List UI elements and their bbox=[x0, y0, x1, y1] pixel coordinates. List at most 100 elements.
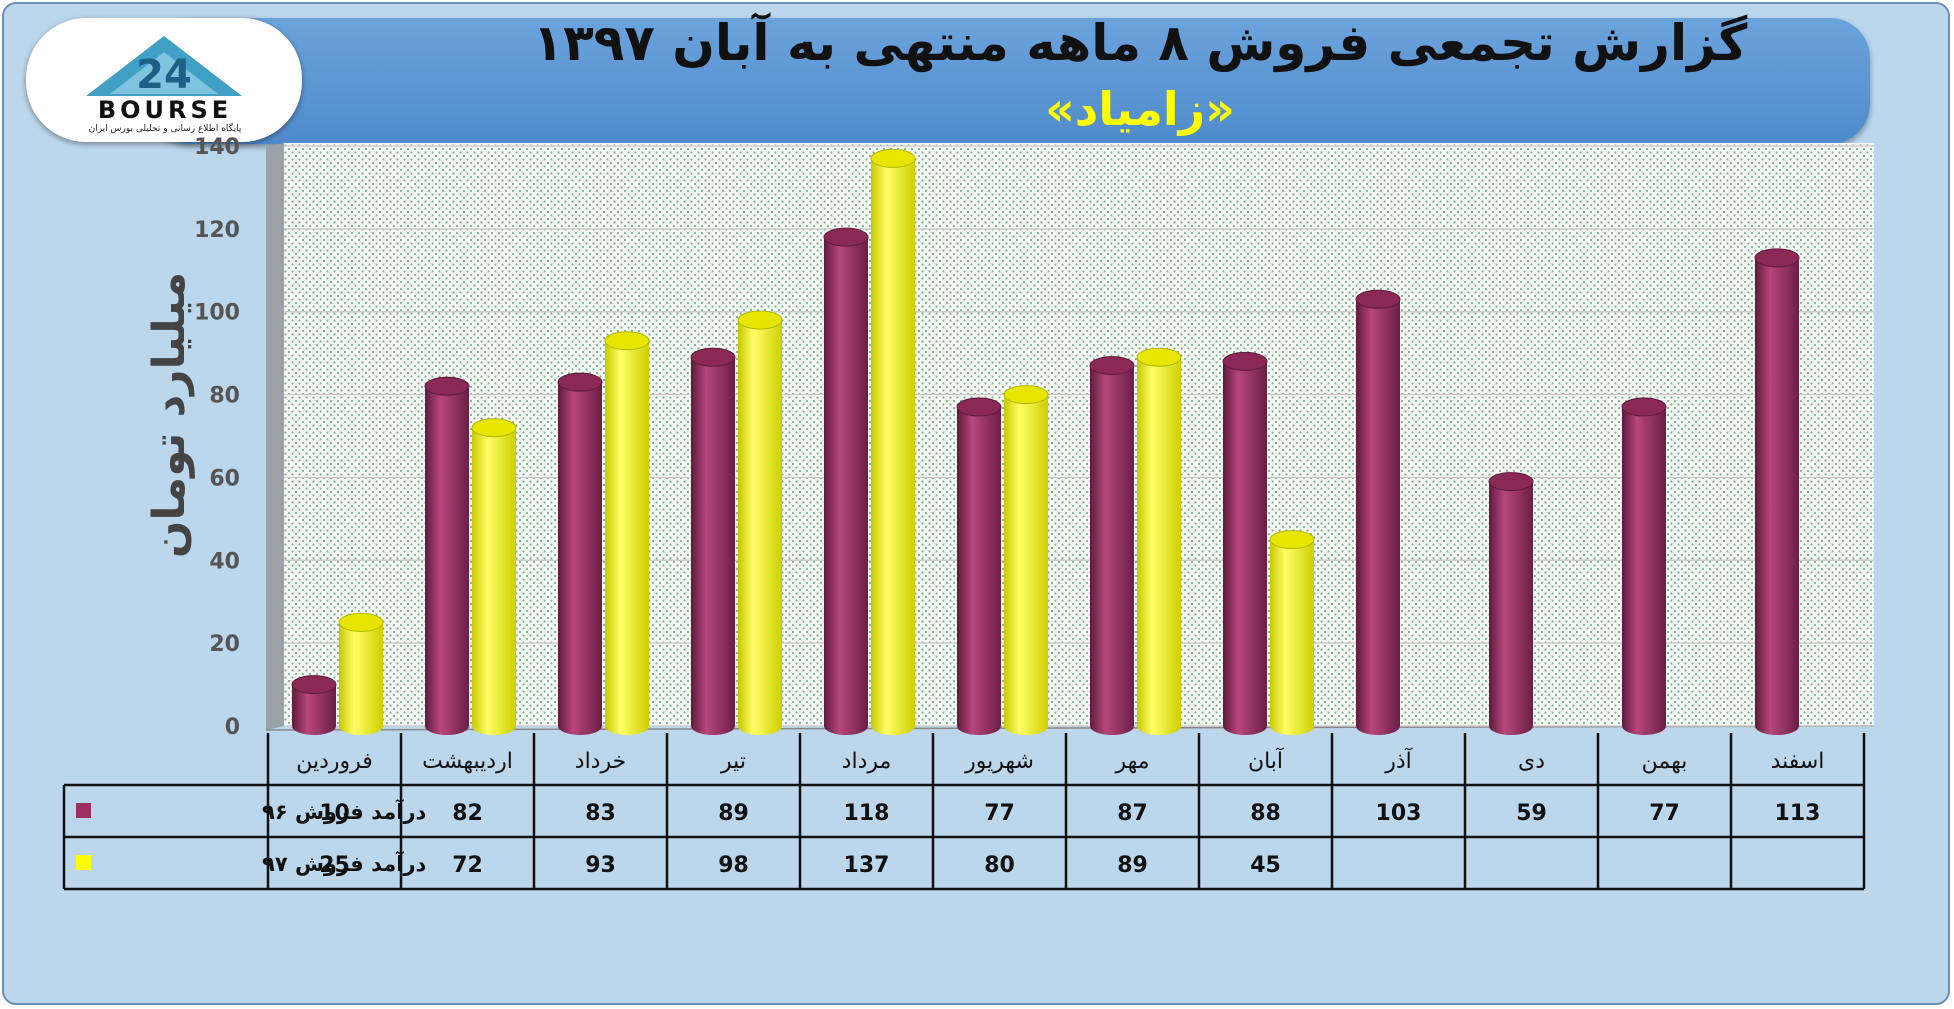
bar-top bbox=[870, 148, 916, 168]
y-axis-ticks: 0 20 40 60 80 100 120 140 bbox=[194, 135, 240, 740]
data-label: 88 bbox=[1250, 801, 1281, 826]
bar-base bbox=[738, 717, 782, 735]
bar-base bbox=[425, 717, 469, 735]
y-tick-label: 80 bbox=[209, 384, 240, 409]
bar-top bbox=[1136, 347, 1182, 367]
bar-top bbox=[1222, 351, 1268, 371]
bar-body bbox=[558, 382, 602, 726]
bar-body bbox=[1137, 357, 1181, 726]
data-label: 103 bbox=[1376, 801, 1422, 826]
bar-body bbox=[1223, 361, 1267, 726]
bar-base bbox=[824, 717, 868, 735]
bar-top bbox=[1488, 472, 1534, 492]
bar-base bbox=[1004, 717, 1048, 735]
plot-side-wall bbox=[266, 143, 284, 730]
bar-body bbox=[738, 320, 782, 726]
bar-base bbox=[605, 717, 649, 735]
data-label: 83 bbox=[585, 801, 616, 826]
data-label: 10 bbox=[319, 801, 350, 826]
x-tick-label: شهریور bbox=[964, 749, 1034, 774]
bar-top bbox=[1754, 248, 1800, 268]
bar-base bbox=[1223, 717, 1267, 735]
data-label: 87 bbox=[1117, 801, 1148, 826]
logo-tagline: پایگاه اطلاع رسانی و تحلیلی بورس ایران bbox=[88, 124, 242, 134]
x-tick-label: مرداد bbox=[842, 749, 892, 774]
bar-body bbox=[957, 407, 1001, 726]
bar-base bbox=[1356, 717, 1400, 735]
bar-top bbox=[291, 675, 337, 695]
bar-top bbox=[1621, 397, 1667, 417]
data-label: 45 bbox=[1250, 853, 1281, 878]
bar-body bbox=[425, 386, 469, 726]
bar-body bbox=[1622, 407, 1666, 726]
x-tick-label: اردیبهشت bbox=[422, 749, 513, 774]
bar-body bbox=[1755, 257, 1799, 726]
x-tick-label: اسفند bbox=[1771, 749, 1825, 774]
bar bbox=[1003, 385, 1049, 735]
y-tick-label: 40 bbox=[209, 549, 240, 574]
y-tick-label: 140 bbox=[194, 135, 240, 160]
y-tick-label: 0 bbox=[225, 715, 240, 740]
y-tick-label: 100 bbox=[194, 301, 240, 326]
bar bbox=[870, 148, 916, 735]
legend-swatch bbox=[76, 855, 91, 870]
bar-top bbox=[557, 372, 603, 392]
x-tick-label: دی bbox=[1518, 749, 1545, 774]
data-label: 89 bbox=[1117, 853, 1148, 878]
bar-base bbox=[292, 717, 336, 735]
y-tick-label: 120 bbox=[194, 218, 240, 243]
bar bbox=[291, 675, 337, 735]
page-title: گزارش تجمعی فروش ۸ ماهه منتهی به آبان ۱۳… bbox=[532, 14, 1748, 72]
data-label: 77 bbox=[984, 801, 1015, 826]
bar-top bbox=[1269, 530, 1315, 550]
bar-base bbox=[691, 717, 735, 735]
x-tick-label: بهمن bbox=[1642, 749, 1688, 774]
plot-background bbox=[284, 143, 1874, 726]
bar-top bbox=[1355, 289, 1401, 309]
bar bbox=[690, 347, 736, 735]
data-label: 98 bbox=[718, 853, 749, 878]
bar-base bbox=[1622, 717, 1666, 735]
bar-base bbox=[1755, 717, 1799, 735]
data-label: 59 bbox=[1516, 801, 1547, 826]
bars bbox=[291, 148, 1800, 735]
bar bbox=[1754, 248, 1800, 735]
bar-base bbox=[339, 717, 383, 735]
x-tick-label: آذر bbox=[1384, 747, 1412, 774]
logo: 24 BOURSE پایگاه اطلاع رسانی و تحلیلی بو… bbox=[26, 18, 302, 142]
bar-top bbox=[823, 227, 869, 247]
bar bbox=[1136, 347, 1182, 735]
bar bbox=[823, 227, 869, 735]
data-label: 89 bbox=[718, 801, 749, 826]
data-label: 77 bbox=[1649, 801, 1680, 826]
bar-base bbox=[1489, 717, 1533, 735]
bar bbox=[1089, 356, 1135, 735]
bar-body bbox=[1090, 365, 1134, 726]
bar-top bbox=[338, 612, 384, 632]
gridlines bbox=[284, 145, 1874, 727]
logo-mark-icon: 24 bbox=[86, 36, 242, 98]
bar bbox=[737, 310, 783, 735]
y-tick-label: 20 bbox=[209, 632, 240, 657]
bar bbox=[557, 372, 603, 735]
bar-body bbox=[472, 427, 516, 726]
data-label: 93 bbox=[585, 853, 616, 878]
logo-number: 24 bbox=[136, 52, 192, 98]
data-label: 118 bbox=[844, 801, 890, 826]
bar-body bbox=[1356, 299, 1400, 726]
x-tick-label: تیر bbox=[720, 749, 746, 774]
bar-base bbox=[871, 717, 915, 735]
bar-top bbox=[604, 331, 650, 351]
data-label: 137 bbox=[844, 853, 890, 878]
page-subtitle: «زامیاد» bbox=[1045, 82, 1235, 136]
bar bbox=[1488, 472, 1534, 735]
bar-body bbox=[1270, 539, 1314, 726]
data-table: فروردین اردیبهشت خرداد تیر مرداد شهریور مهر آبا… bbox=[62, 733, 1866, 891]
data-label: 80 bbox=[984, 853, 1015, 878]
bar-top bbox=[690, 347, 736, 367]
data-label: 82 bbox=[452, 801, 483, 826]
x-tick-label: خرداد bbox=[575, 749, 626, 774]
x-tick-label: آبان bbox=[1248, 747, 1284, 774]
bar-body bbox=[871, 158, 915, 726]
